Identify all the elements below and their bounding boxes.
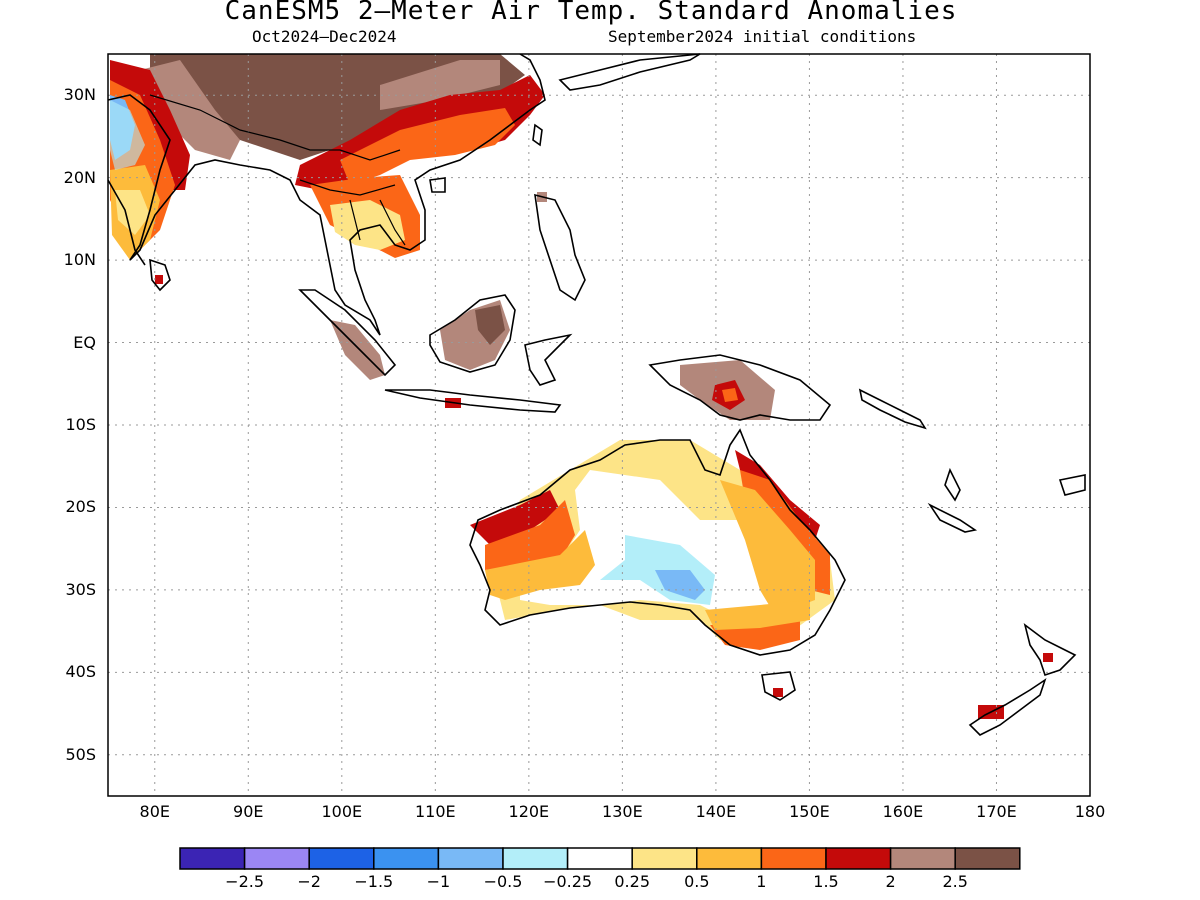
lon-label: 140E [695, 802, 737, 821]
shade-aus-west-red [470, 490, 560, 545]
lat-label: 50S [65, 744, 96, 764]
shade-srilanka-red [155, 275, 163, 284]
lon-label: 130E [602, 802, 643, 821]
shade-aus-west-orange [485, 500, 575, 570]
coast-newguinea [648, 354, 832, 421]
colorbar-swatch [825, 847, 892, 870]
shade-newguinea-orange [722, 388, 738, 402]
anomaly-shading [110, 54, 1053, 719]
lon-label: 110E [415, 802, 456, 821]
colorbar-swatch [954, 847, 1021, 870]
plot-frame [107, 53, 1091, 797]
lat-label: 40S [65, 662, 96, 682]
colorbar-swatch [760, 847, 827, 870]
shade-china-lightbrown [380, 60, 500, 110]
shade-aus-west-lightorange [485, 530, 595, 600]
shade-nz-north-red [1043, 653, 1053, 662]
colorbar-label: −1.5 [354, 872, 394, 891]
coast-philippines [534, 193, 586, 302]
lat-label: 20N [63, 167, 96, 187]
colorbar-swatch [566, 847, 633, 870]
graticule [108, 54, 1090, 796]
lon-label: 90E [233, 802, 264, 821]
lat-label: 20S [65, 497, 96, 517]
shade-india-brown [140, 60, 240, 160]
coast-sumatra [298, 289, 397, 377]
coast-tasmania [761, 671, 796, 701]
colorbar-swatch [889, 847, 956, 870]
coast-solomon [858, 388, 927, 430]
lon-label: 170E [976, 802, 1017, 821]
coast-nz-north [1023, 623, 1077, 677]
colorbar-label: 1.5 [813, 872, 839, 891]
coast-java [384, 389, 562, 413]
colorbar-label: 2.5 [942, 872, 968, 891]
colorbar-swatch [243, 847, 310, 870]
shade-sumatra-brown [330, 320, 385, 380]
colorbar-swatch [179, 847, 246, 870]
shade-china-orange [340, 108, 515, 185]
lon-label: 80E [139, 802, 170, 821]
colorbar [179, 847, 1021, 870]
shade-borneo-dark [475, 305, 505, 345]
initial-conditions: September2024 initial conditions [608, 27, 917, 46]
coast-sulawesi [524, 333, 573, 386]
lat-label: 30S [65, 579, 96, 599]
coast-taiwan [532, 123, 543, 147]
coast-hainan [429, 177, 446, 193]
coast-australia [469, 428, 846, 656]
colorbar-swatch [502, 847, 569, 870]
coast-srilanka [149, 258, 171, 292]
map-title: CanESM5 2–Meter Air Temp. Standard Anoma… [224, 0, 958, 26]
colorbar-label: −2 [297, 872, 321, 891]
coast-newcaledonia [927, 502, 978, 533]
coast-india-west [107, 179, 146, 266]
lon-label: 120E [508, 802, 550, 821]
lon-label: 160E [882, 802, 924, 821]
shade-india-yellow [115, 190, 150, 235]
colorbar-swatch [308, 847, 375, 870]
coast-fiji [1058, 474, 1086, 496]
colorbar-label: −0.5 [483, 872, 523, 891]
colorbar-swatch [373, 847, 440, 870]
shade-tasmania-red [773, 688, 783, 697]
lat-label: EQ [73, 332, 96, 352]
colorbar-swatch [696, 847, 763, 870]
coastlines [107, 53, 1086, 736]
lon-label: 150E [789, 802, 830, 821]
lat-label: 10N [63, 250, 96, 270]
colorbar-label: 1 [756, 872, 767, 891]
lon-label: 100E [321, 802, 363, 821]
coast-asia [107, 53, 546, 336]
lat-label: 30N [63, 85, 96, 105]
coast-borneo [429, 294, 516, 373]
colorbar-label: 0.25 [614, 872, 650, 891]
colorbar-swatch [631, 847, 698, 870]
colorbar-label: −1 [426, 872, 451, 891]
coast-vanuatu [944, 467, 961, 502]
colorbar-label: −0.25 [543, 872, 593, 891]
coast-japan [558, 53, 701, 91]
lon-label: 180 [1074, 802, 1106, 821]
colorbar-swatch [437, 847, 504, 870]
country-borders [149, 94, 406, 246]
shade-india-cyan [110, 100, 145, 170]
forecast-period: Oct2024–Dec2024 [252, 27, 397, 46]
shade-aus-se-lightorange [705, 600, 810, 630]
lat-label: 10S [65, 415, 96, 434]
colorbar-label: −2.5 [225, 872, 265, 891]
shade-aus-east-lightorange [720, 480, 815, 615]
colorbar-label: 2 [885, 872, 896, 891]
colorbar-label: 0.5 [684, 872, 710, 891]
shade-aus-blue [655, 570, 705, 600]
coast-nz-south [968, 678, 1047, 736]
